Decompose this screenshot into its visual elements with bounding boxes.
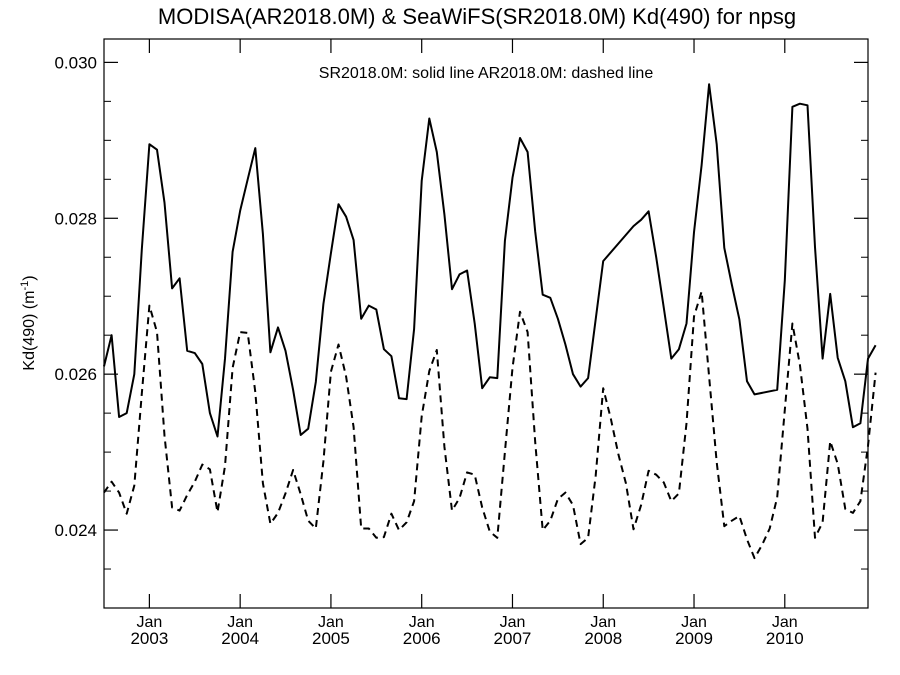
x-tick-month-label: Jan <box>772 614 798 631</box>
x-tick-month-label: Jan <box>318 614 344 631</box>
legend-annotation: SR2018.0M: solid line AR2018.0M: dashed … <box>319 65 654 82</box>
y-axis-ticks: 0.024 0.026 0.028 0.030 <box>54 53 868 570</box>
y-axis-label-main: Kd(490) (m <box>21 291 38 371</box>
x-tick-month-label: Jan <box>136 614 162 631</box>
plot-area-frame <box>103 38 869 609</box>
y-tick-label: 0.026 <box>54 365 97 384</box>
x-tick-year-label: 2006 <box>403 629 441 648</box>
x-tick-month-label: Jan <box>590 614 616 631</box>
y-axis-label: Kd(490) (m-1) <box>19 275 38 370</box>
x-tick-year-label: 2008 <box>584 629 622 648</box>
x-tick-month-label: Jan <box>227 614 253 631</box>
x-axis-ticks: Jan2003Jan2004Jan2005Jan2006Jan2007Jan20… <box>130 39 804 648</box>
series-line-dashed <box>103 290 877 560</box>
series-layer <box>103 83 877 560</box>
x-tick-year-label: 2003 <box>130 629 168 648</box>
x-tick-month-label: Jan <box>681 614 707 631</box>
x-tick-month-label: Jan <box>409 614 435 631</box>
y-tick-label: 0.024 <box>54 521 97 540</box>
series-line-solid <box>103 83 877 438</box>
y-tick-label: 0.030 <box>54 53 97 72</box>
y-axis-label-close: ) <box>21 275 38 280</box>
x-tick-year-label: 2007 <box>494 629 532 648</box>
chart-title: MODISA(AR2018.0M) & SeaWiFS(SR2018.0M) K… <box>158 4 796 29</box>
x-tick-year-label: 2009 <box>675 629 713 648</box>
x-tick-year-label: 2004 <box>221 629 259 648</box>
y-tick-label: 0.028 <box>54 209 97 228</box>
y-axis-label-superscript: -1 <box>19 281 31 291</box>
x-tick-month-label: Jan <box>500 614 526 631</box>
x-tick-year-label: 2010 <box>766 629 804 648</box>
x-tick-year-label: 2005 <box>312 629 350 648</box>
